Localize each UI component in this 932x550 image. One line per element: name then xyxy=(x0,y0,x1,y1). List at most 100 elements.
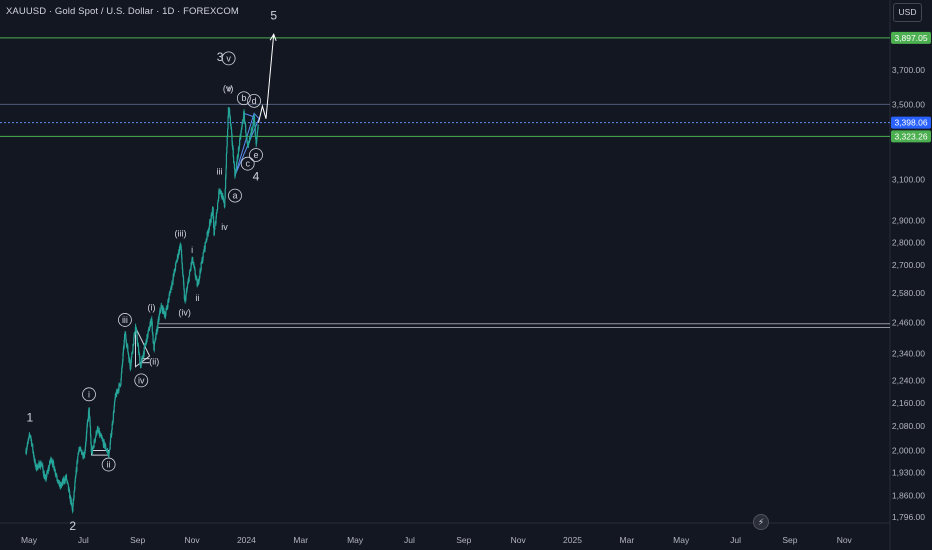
candle-body xyxy=(61,482,63,485)
candle-body xyxy=(123,339,125,348)
candle-body xyxy=(140,360,143,364)
price-tick-label: 2,900.00 xyxy=(892,216,925,226)
time-axis[interactable]: May Jul Sep Nov 2024 Mar May Jul Sep Nov 2025 Mar Ma… xyxy=(21,535,853,545)
candle-body xyxy=(115,393,117,395)
wave-label: iii xyxy=(217,166,223,176)
candle-body xyxy=(214,222,216,226)
candle-body xyxy=(57,481,60,483)
time-tick-label: Mar xyxy=(620,535,635,545)
price-tag xyxy=(891,130,931,143)
candle-body xyxy=(101,437,103,439)
candle-body xyxy=(55,473,57,475)
candle-body xyxy=(154,341,156,344)
candle-body xyxy=(242,121,244,123)
currency-button[interactable]: USD xyxy=(893,3,922,22)
wave-circle xyxy=(249,148,263,162)
candle-body xyxy=(53,465,55,471)
candle-body xyxy=(38,462,41,468)
candle-body xyxy=(85,431,88,439)
candle-body xyxy=(249,137,251,139)
candle-body xyxy=(30,438,32,440)
wave-label: i xyxy=(191,245,193,255)
candle-body xyxy=(193,266,195,268)
candle-body xyxy=(69,496,72,503)
candles xyxy=(25,107,259,514)
candle-body xyxy=(125,339,127,344)
candle-body xyxy=(139,356,141,365)
candle-body xyxy=(66,480,68,482)
candle-body xyxy=(113,406,115,413)
candle-body xyxy=(120,373,122,379)
candle-body xyxy=(53,462,55,466)
candle-body xyxy=(199,269,201,276)
candle-body xyxy=(183,283,185,290)
candle-body xyxy=(217,202,219,210)
candle-body xyxy=(179,243,181,249)
candle-body xyxy=(114,398,116,401)
candle-body xyxy=(81,451,83,455)
candle-body xyxy=(91,447,94,454)
candle-body xyxy=(172,277,174,282)
projection-path xyxy=(258,33,277,123)
candle-body xyxy=(79,449,81,451)
candle-body xyxy=(159,309,161,314)
candle-body xyxy=(109,449,111,451)
candle-body xyxy=(33,458,35,462)
candle-body xyxy=(87,419,89,423)
lightning-icon[interactable]: ⚡ xyxy=(753,514,769,530)
candle-body xyxy=(144,345,146,347)
candle-body xyxy=(170,288,172,293)
candle-body xyxy=(142,357,144,359)
candle-body xyxy=(128,356,130,362)
candle-body xyxy=(125,334,127,340)
candle-body xyxy=(138,346,140,353)
candle-body xyxy=(111,423,113,430)
candle-body xyxy=(188,271,191,276)
candle-body xyxy=(85,442,87,447)
candle-body xyxy=(121,360,124,365)
candle-body xyxy=(86,427,88,432)
candle-body xyxy=(256,135,258,140)
wave-label: 1 xyxy=(26,410,33,424)
candle-body xyxy=(35,464,37,470)
candle-body xyxy=(160,305,162,310)
candle-body xyxy=(249,134,252,138)
candle-body xyxy=(222,195,224,198)
candle-body xyxy=(107,450,109,453)
candle-body xyxy=(194,267,196,271)
candle-body xyxy=(32,444,34,451)
candle-body xyxy=(28,437,30,440)
candle-body xyxy=(27,439,29,442)
candle-body xyxy=(173,269,175,274)
price-axis[interactable]: 1,796.00 1,860.00 1,930.00 2,000.00 2,080.00… xyxy=(891,31,931,522)
wave-circle xyxy=(240,156,255,171)
candle-body xyxy=(242,119,244,122)
candle-body xyxy=(142,356,144,358)
candle-body xyxy=(257,124,259,129)
candle-body xyxy=(176,261,178,263)
candle-body xyxy=(56,478,58,481)
candle-body xyxy=(213,229,215,236)
candle-body xyxy=(30,439,33,446)
time-tick-label: 2025 xyxy=(563,535,582,545)
candle-body xyxy=(138,353,141,357)
time-tick-label: Sep xyxy=(782,535,797,545)
price-tick-label: 3,700.00 xyxy=(892,65,925,75)
candle-body xyxy=(105,445,107,450)
candle-body xyxy=(156,327,158,334)
candle-body xyxy=(80,450,82,452)
candle-body xyxy=(144,344,147,346)
candle-body xyxy=(217,198,220,201)
candle-body xyxy=(216,211,218,213)
candle-body xyxy=(127,354,130,357)
candle-body xyxy=(147,330,149,334)
candle-body xyxy=(74,478,76,483)
projection-arrowhead xyxy=(269,33,277,42)
candle-body xyxy=(210,222,212,224)
candle-body xyxy=(111,429,113,436)
candle-body xyxy=(151,318,153,322)
candle-body xyxy=(257,128,259,132)
candle-body xyxy=(167,300,169,301)
candle-body xyxy=(202,252,204,259)
